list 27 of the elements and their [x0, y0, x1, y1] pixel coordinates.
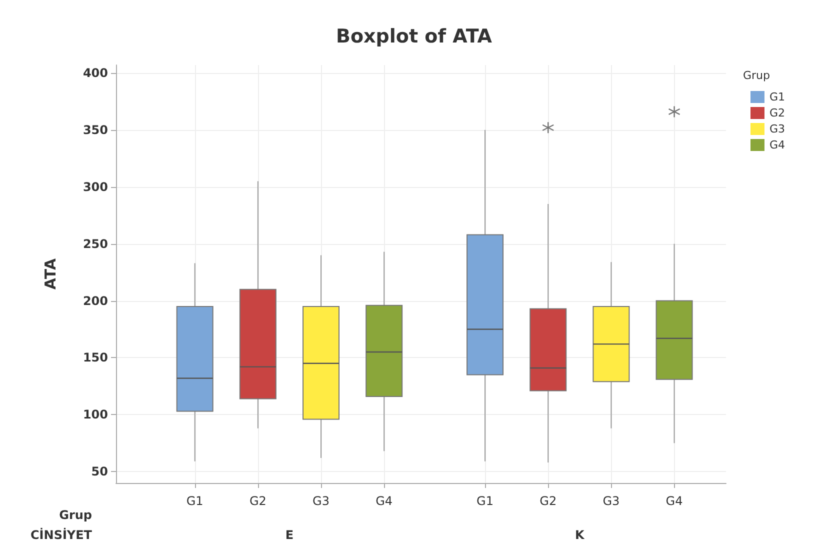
y-tick-label: 400	[82, 66, 108, 80]
legend-label: G1	[769, 90, 786, 104]
text: G1	[186, 494, 204, 508]
y-tick-label: 300	[82, 180, 108, 194]
y-tick-label: 200	[82, 294, 108, 308]
text: G2	[540, 494, 557, 508]
text: G4	[666, 494, 683, 508]
x-tick-label: E	[285, 528, 294, 542]
y-tick-label: 100	[82, 408, 108, 422]
text: G3	[602, 494, 620, 508]
y-tick-label: 150	[82, 350, 108, 365]
legend-title: Grup	[743, 69, 770, 82]
y-tick-label: 50	[91, 464, 108, 479]
text: Grup	[59, 508, 92, 522]
y-tick-label: 350	[82, 122, 108, 137]
legend-label: G4	[769, 138, 786, 152]
chart-title: Boxplot of ATA	[336, 26, 492, 48]
y-tick-label: 250	[82, 236, 108, 251]
text: G2	[249, 494, 266, 508]
text: G3	[312, 494, 330, 508]
legend-label: G2	[769, 106, 786, 120]
x-tick-label: K	[574, 528, 585, 542]
x-axis-title: CİNSİYET	[30, 527, 93, 542]
y-axis-title: ATA	[42, 258, 60, 290]
text: G1	[476, 494, 494, 508]
legend-label: G3	[769, 122, 786, 136]
text: G4	[376, 494, 393, 508]
